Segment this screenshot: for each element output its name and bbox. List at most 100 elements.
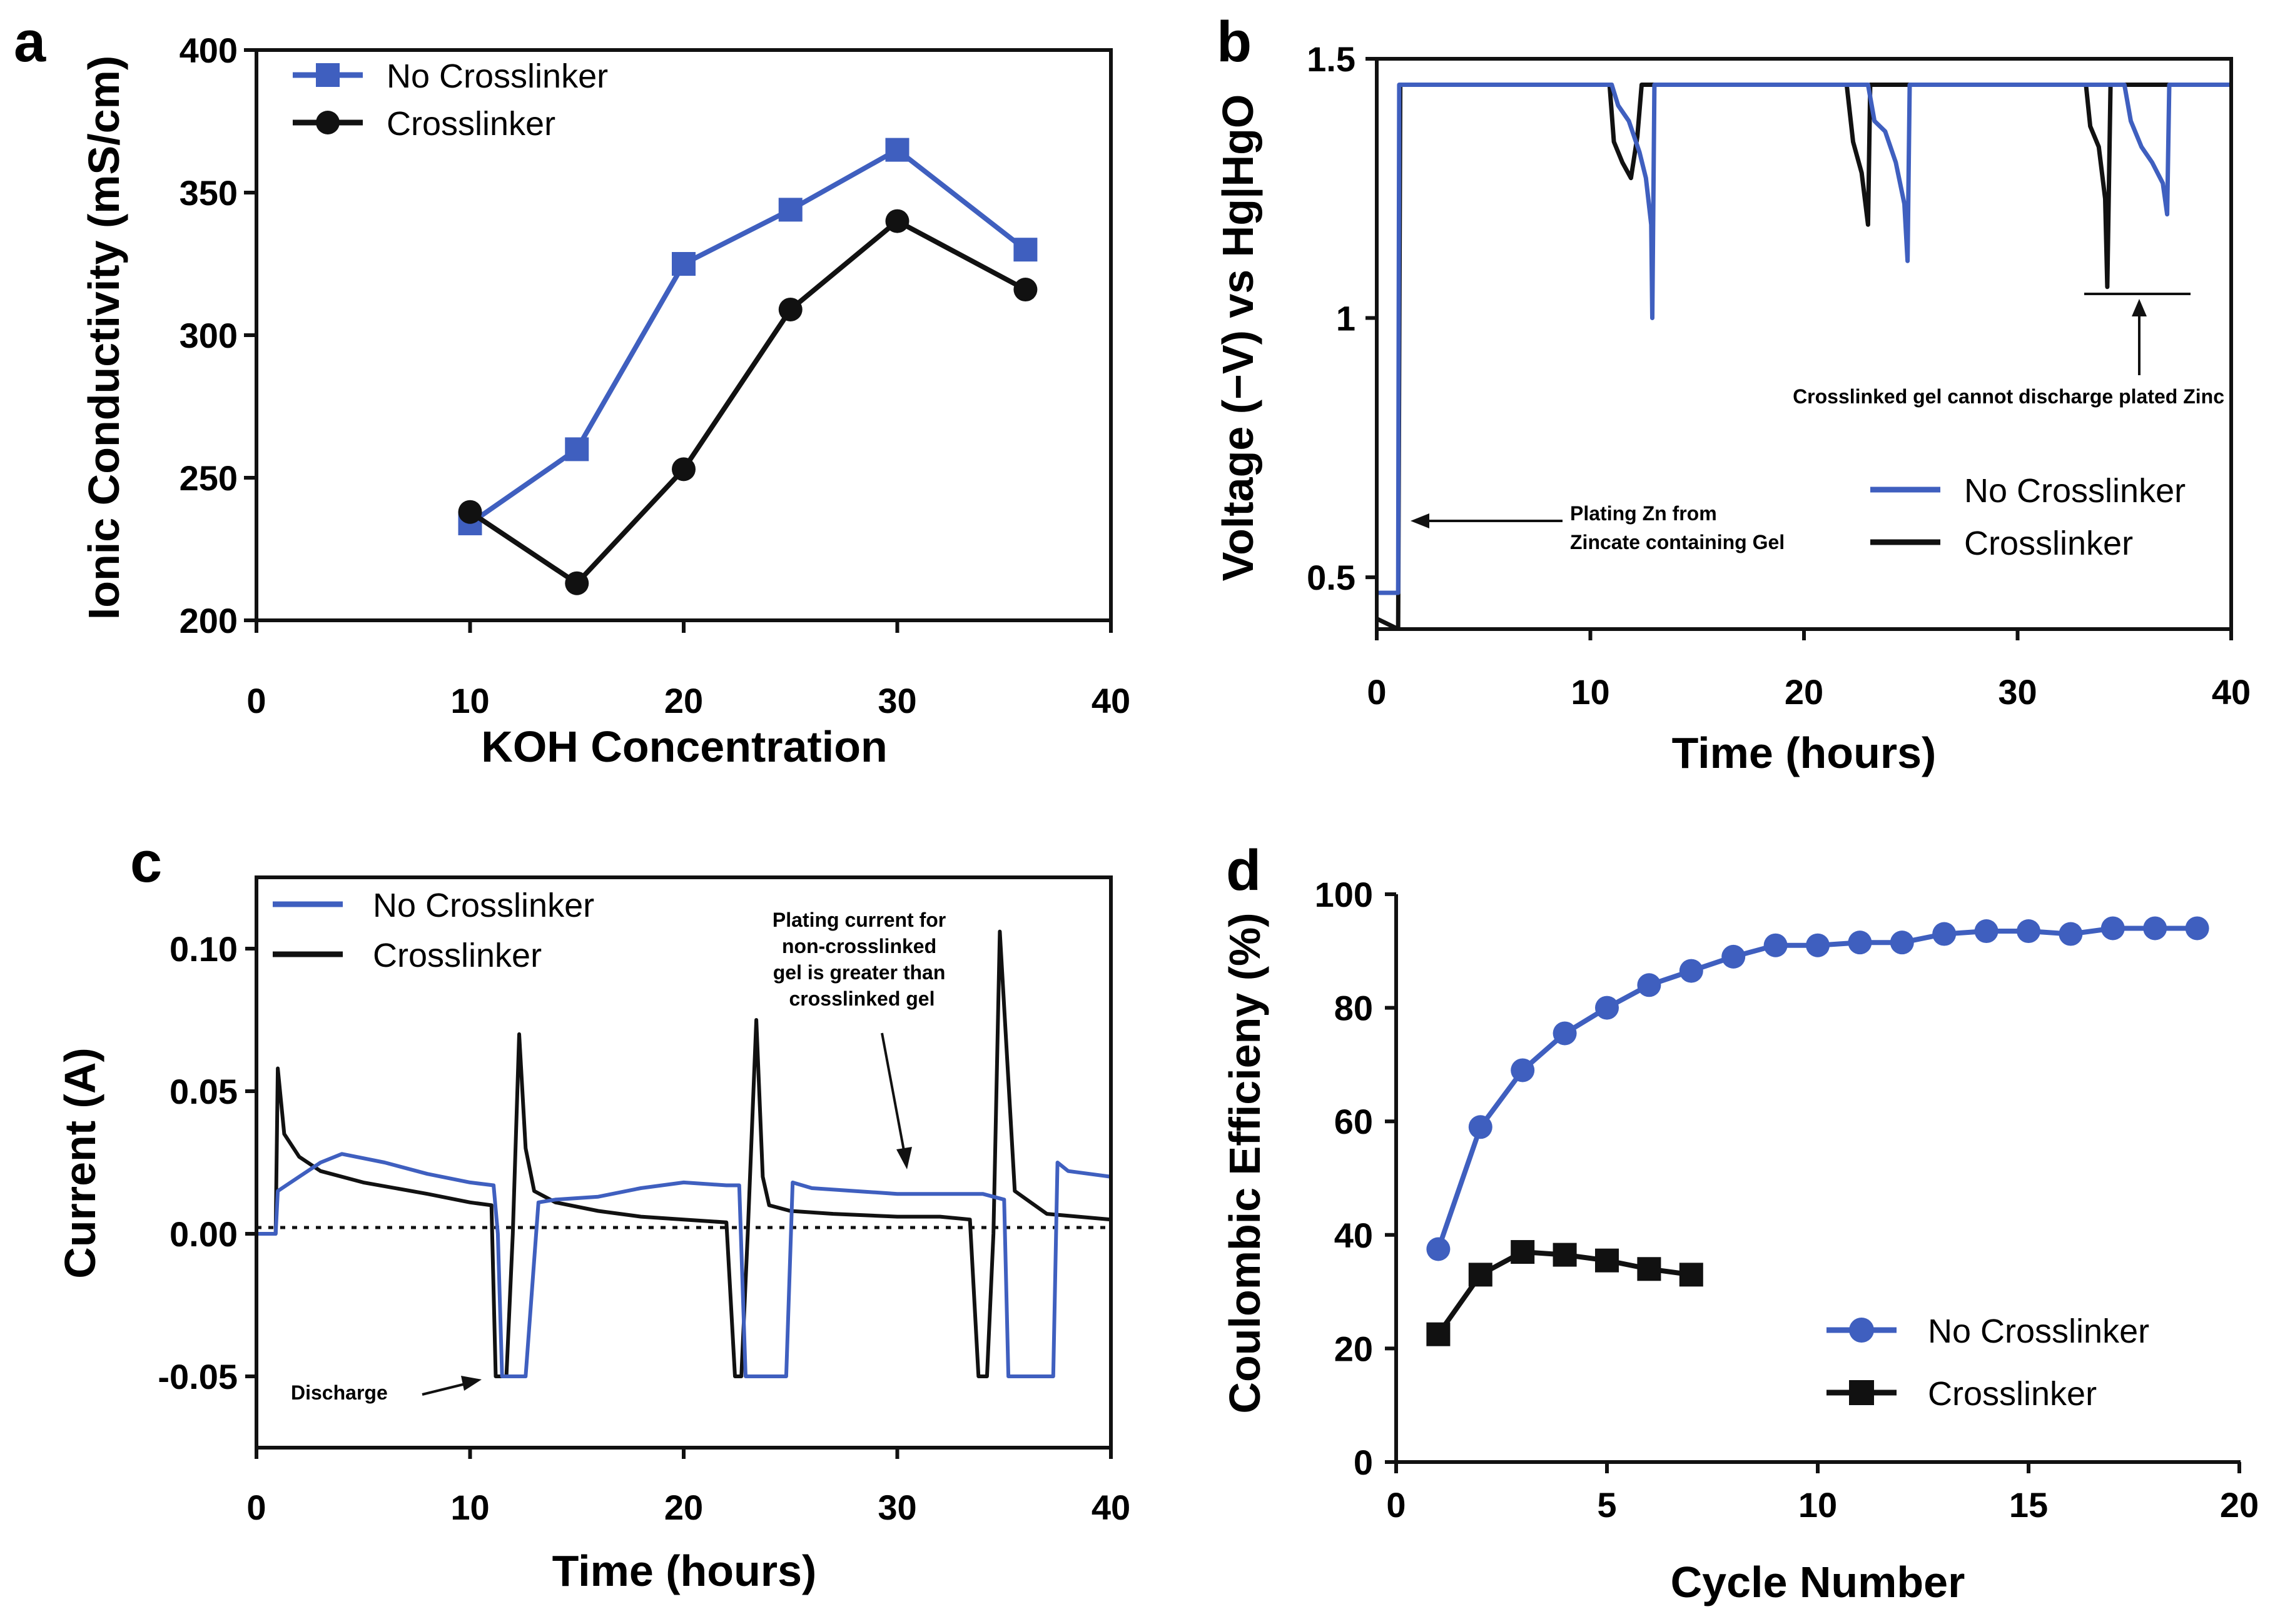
chart-d-point [1932,922,1957,946]
chart-c-ytick-label: 0.00 [170,1214,238,1254]
chart-c-legend-label-0: No Crosslinker [373,887,594,924]
chart-d-xtick-label: 15 [2009,1485,2048,1525]
chart-a-point [458,500,482,524]
chart-a-point [565,571,589,595]
chart-d-point [1806,933,1830,957]
chart-a-ytick-label: 400 [180,31,238,70]
panel-label-b: b [1217,10,1252,74]
chart-b-xtick-label: 30 [1998,672,2037,712]
chart-b-annotation-plating: Plating Zn from Zincate containing Gel [1411,502,1785,553]
chart-b-legend-label-1: Crosslinker [1964,525,2133,562]
chart-d-xtick-label: 5 [1597,1485,1616,1525]
chart-d-series [1426,916,2209,1346]
chart-a-ytick-label: 250 [180,458,238,498]
chart-c-series [256,929,1111,1378]
chart-c-xtick-label: 30 [878,1488,916,1527]
chart-a-legend-label-0: No Crosslinker [387,58,608,95]
chart-b-legend: No Crosslinker Crosslinker [1870,472,2186,562]
chart-d-ytick-label: 80 [1334,989,1373,1028]
chart-d-point [1511,1058,1535,1082]
panel-label-d: d [1226,839,1261,902]
chart-d-point [1595,996,1619,1020]
chart-d-point [1553,1021,1577,1046]
chart-d-point [1468,1115,1492,1139]
chart-d-point [1679,959,1703,983]
chart-c-xtick-label: 0 [246,1488,266,1527]
chart-d-point [1721,944,1746,969]
chart-b-frame [1375,57,2233,631]
chart-a-frame [255,48,1113,622]
chart-d-point [1595,1248,1619,1273]
chart-b-ytick-label: 1.5 [1307,39,1355,79]
chart-d-point [2059,922,2083,946]
chart-a: 0 10 20 30 40 200 250 300 350 400 KOH Concentrati… [79,31,1130,771]
chart-d-point [1553,1243,1577,1267]
chart-c-series-line-1 [256,929,1111,1378]
chart-b-annotation-plating-line1: Plating Zn from [1570,502,1717,525]
chart-c-xlabel: Time (hours) [552,1546,817,1595]
chart-a-xlabel: KOH Concentration [481,722,887,771]
chart-d-point [2143,916,2167,941]
chart-d-xtick-label: 20 [2220,1485,2259,1525]
chart-a-ytick-label: 200 [180,601,238,640]
chart-d-xlabel: Cycle Number [1671,1558,1965,1606]
chart-c-annotation-plating: Plating current for non-crosslinked gel … [773,909,951,1169]
chart-c-ylabel: Current (A) [56,1047,104,1278]
chart-a-xtick-label: 30 [878,681,916,720]
chart-b-series-line-0 [1377,83,2231,595]
chart-c-xtick-label: 10 [450,1488,489,1527]
chart-b-xtick-label: 20 [1785,672,1823,712]
panel-label-a: a [14,10,46,74]
chart-c-legend: No Crosslinker Crosslinker [273,887,594,974]
chart-c-frame [255,875,1113,1450]
chart-a-series-line-0 [469,147,1027,526]
chart-b-legend-label-0: No Crosslinker [1964,472,2186,510]
chart-d-point [2100,916,2125,941]
chart-a-xtick-label: 40 [1092,681,1130,720]
chart-b-annotation-discharge-text: Crosslinked gel cannot discharge plated … [1793,385,2224,408]
chart-d-ylabel: Coulombic Efficieny (%) [1220,912,1269,1413]
chart-a-point [565,437,589,461]
chart-b-annotation-plating-line2: Zincate containing Gel [1570,531,1785,553]
chart-d-ytick-label: 60 [1334,1102,1373,1141]
chart-d-ytick-label: 0 [1354,1443,1373,1482]
chart-c-annotation-plating-text: Plating current for non-crosslinked gel … [773,909,951,1010]
chart-a-point [885,138,909,162]
chart-d-legend: No Crosslinker Crosslinker [1826,1313,2149,1413]
chart-a-point [672,457,696,482]
chart-d-point [2185,916,2209,941]
chart-b-ytick-label: 1 [1336,299,1355,338]
chart-d-point [1974,919,1999,944]
chart-c-ticks: 0 10 20 30 40 -0.05 0.00 0.05 0.10 [158,929,1130,1527]
chart-d-axes [1394,894,2241,1464]
chart-b-xtick-label: 10 [1571,672,1609,712]
chart-c-series-line-0 [256,1152,1111,1378]
chart-d-point [1637,1257,1661,1281]
chart-a-series-line-1 [469,218,1027,586]
chart-d-legend-label-1: Crosslinker [1928,1375,2097,1413]
chart-d-point [1426,1237,1451,1261]
chart-a-xtick-label: 10 [450,681,489,720]
chart-d-point [1848,931,1872,955]
chart-d-xtick-label: 0 [1386,1485,1406,1525]
chart-a-point [672,252,696,276]
chart-d-xtick-label: 10 [1798,1485,1837,1525]
chart-a-point [1013,278,1038,302]
chart-a-point [778,297,803,321]
chart-d-point [1890,931,1914,955]
chart-d-ytick-label: 40 [1334,1216,1373,1255]
chart-b-xlabel: Time (hours) [1672,729,1937,777]
chart-a-ytick-label: 350 [180,173,238,213]
chart-c: 0 10 20 30 40-0.050.000.050.10 Time (hours) … [56,875,1130,1595]
chart-c-ytick-label: 0.05 [170,1072,238,1111]
panel-label-c: c [130,830,162,894]
chart-d-point [1468,1263,1492,1287]
chart-b-series [1377,83,2231,629]
chart-d-point [2017,919,2040,944]
chart-c-annotation-discharge: Discharge [291,1376,482,1404]
chart-d-ytick-label: 20 [1334,1329,1373,1368]
chart-a-xtick-label: 0 [246,681,266,720]
chart-c-xtick-label: 20 [664,1488,703,1527]
chart-a-legend-label-1: Crosslinker [387,105,555,143]
